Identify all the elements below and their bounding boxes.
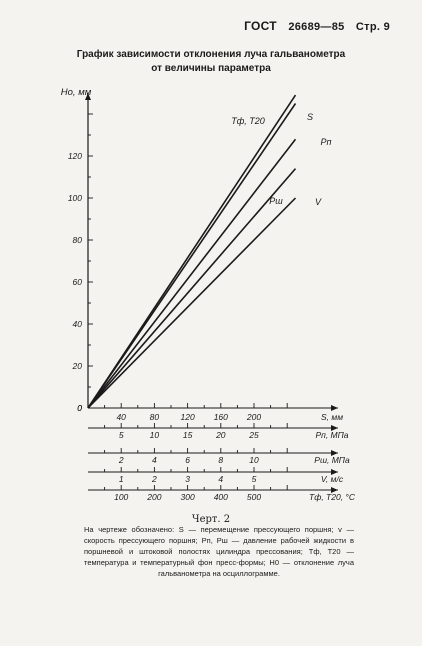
x-tick-label-1: 25 [248,430,259,440]
x-tick-label-1: 20 [215,430,226,440]
y-tick-label: 0 [77,403,82,413]
x-tick-label-3: 1 [119,474,124,484]
x-axis-label-2: Pш, МПа [314,455,350,465]
x-tick-label-0: 80 [150,412,160,422]
series-line-3 [87,168,297,409]
y-tick-label: 20 [72,361,83,371]
x-tick-label-0: 120 [181,412,195,422]
x-tick-label-0: 200 [246,412,261,422]
x-tick-label-2: 8 [218,455,223,465]
x-axis-label-1: Pп, МПа [315,430,348,440]
y-tick-label: 60 [73,277,83,287]
y-tick-label: 120 [68,151,82,161]
series-line-2 [87,138,297,409]
x-tick-label-0: 40 [116,412,126,422]
y-tick-label: 80 [73,235,83,245]
x-tick-label-0: 160 [214,412,228,422]
x-tick-label-1: 10 [150,430,160,440]
series-label-0: Tф, T20 [231,116,265,126]
y-tick-label: 40 [73,319,83,329]
x-tick-label-3: 3 [185,474,190,484]
x-tick-label-2: 4 [152,455,157,465]
x-tick-label-4: 200 [146,492,161,502]
y-tick-label: 100 [68,193,82,203]
x-tick-label-2: 6 [185,455,190,465]
x-axis-arrow-1 [331,425,338,431]
header-standard-number: 26689—85 [288,21,345,33]
x-axis-label-3: V, м/с [321,474,344,484]
x-tick-label-4: 500 [247,492,261,502]
series-label-2: Pп [321,137,332,147]
series-line-4 [87,197,297,409]
x-axis-arrow-4 [331,487,338,493]
header-gost: ГОСТ [244,19,277,33]
page-header: ГОСТ 26689—85 Стр. 9 [236,19,390,33]
series-label-4: V [315,197,322,207]
x-tick-label-4: 100 [114,492,128,502]
x-tick-label-1: 5 [119,430,124,440]
figure-note: На чертеже обозначено: S — перемещение п… [84,525,354,578]
x-tick-label-3: 2 [151,474,157,484]
x-tick-label-3: 4 [218,474,223,484]
x-axis-arrow-0 [331,405,338,411]
header-page: Стр. 9 [355,21,390,33]
figure-title: График зависимости отклонения луча гальв… [40,48,382,76]
y-axis-label: Hо, мм [61,87,92,98]
series-label-3: Pш [269,196,283,206]
y-axis-arrow [85,93,91,100]
x-axis-arrow-3 [331,469,338,475]
x-tick-label-4: 400 [214,492,228,502]
x-axis-label-0: S, мм [321,412,343,422]
x-tick-label-3: 5 [252,474,257,484]
x-axis-label-4: Tф, T20, °C [309,492,356,502]
x-tick-label-2: 2 [118,455,124,465]
x-tick-label-1: 15 [183,430,193,440]
x-tick-label-4: 300 [181,492,195,502]
origin-label: 0 [77,403,82,413]
figure-caption: Черт. 2 [191,514,231,525]
x-tick-label-2: 10 [249,455,259,465]
series-label-1: S [307,112,313,122]
figure-title-line-2: от величины параметра [151,63,271,74]
figure-title-line-1: График зависимости отклонения луча гальв… [76,49,346,60]
x-axis-arrow-2 [331,450,338,456]
series-line-1 [87,103,297,409]
